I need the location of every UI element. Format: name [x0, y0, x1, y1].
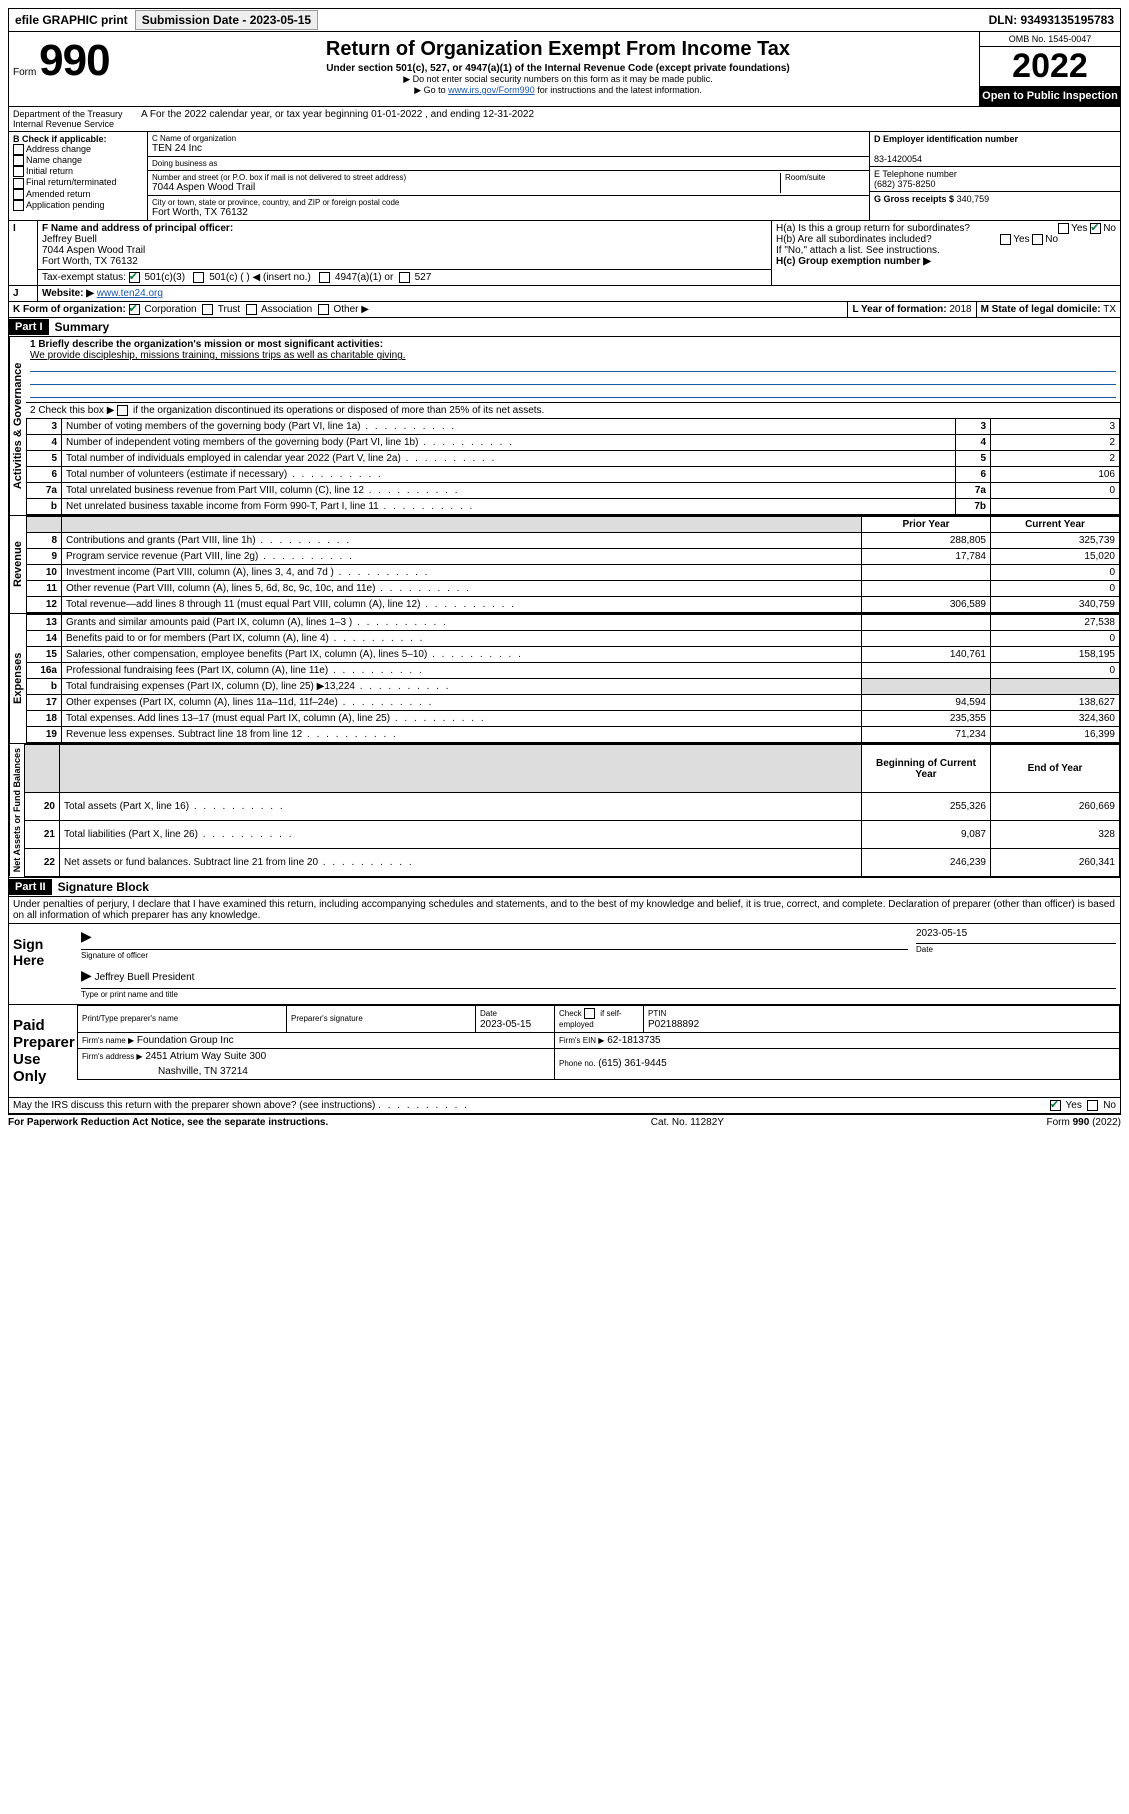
side-expenses: Expenses — [9, 614, 26, 743]
footer-center: Cat. No. 11282Y — [651, 1117, 724, 1128]
website-link[interactable]: www.ten24.org — [97, 288, 163, 299]
note-ssn: ▶ Do not enter social security numbers o… — [145, 74, 971, 85]
sig-date: 2023-05-15 — [916, 928, 967, 939]
cb-self-employed[interactable] — [584, 1008, 595, 1019]
footer: For Paperwork Reduction Act Notice, see … — [8, 1114, 1121, 1128]
arrow-icon: ▶ — [81, 928, 92, 944]
dln-label: DLN: 93493135195783 — [983, 11, 1120, 29]
governance-table: 3Number of voting members of the governi… — [26, 418, 1120, 515]
cb-discuss-no[interactable] — [1087, 1100, 1098, 1111]
part2-header: Part II — [9, 879, 52, 895]
footer-right: Form 990 (2022) — [1047, 1117, 1122, 1128]
h-a: H(a) Is this a group return for subordin… — [776, 223, 1116, 234]
domicile-label: M State of legal domicile: — [981, 304, 1101, 315]
form-number: 990 — [39, 45, 109, 83]
q1-text: We provide discipleship, missions traini… — [30, 350, 406, 361]
paid-preparer-label: Paid Preparer Use Only — [9, 1005, 77, 1097]
side-revenue: Revenue — [9, 516, 26, 613]
part1-title: Summary — [49, 318, 116, 336]
side-activities: Activities & Governance — [9, 337, 26, 515]
gross-label: G Gross receipts $ — [874, 194, 954, 204]
discuss-text: May the IRS discuss this return with the… — [13, 1100, 375, 1111]
tax-exempt-label: Tax-exempt status: — [42, 272, 126, 283]
form-title: Return of Organization Exempt From Incom… — [145, 38, 971, 61]
domicile: TX — [1103, 304, 1116, 315]
arrow-icon: ▶ — [81, 967, 92, 983]
org-name: TEN 24 Inc — [152, 143, 865, 154]
preparer-table: Print/Type preparer's name Preparer's si… — [77, 1005, 1120, 1080]
cb-assoc[interactable] — [246, 304, 257, 315]
q2-text: if the organization discontinued its ope… — [133, 405, 544, 416]
h-note: If "No," attach a list. See instructions… — [776, 245, 1116, 256]
tax-year-line: A For the 2022 calendar year, or tax yea… — [137, 107, 1120, 131]
cb-corp[interactable] — [129, 304, 140, 315]
street-label: Number and street (or P.O. box if mail i… — [152, 173, 780, 182]
row-j-marker: J — [9, 286, 38, 301]
form-header: Form 990 Return of Organization Exempt F… — [8, 32, 1121, 107]
cb-discontinued[interactable] — [117, 405, 128, 416]
cb-discuss-yes[interactable] — [1050, 1100, 1061, 1111]
date-label: Date — [916, 945, 933, 954]
q2-label: 2 Check this box ▶ — [30, 405, 117, 416]
side-net: Net Assets or Fund Balances — [9, 744, 24, 876]
room-label: Room/suite — [785, 173, 865, 182]
h-c: H(c) Group exemption number ▶ — [776, 256, 1116, 267]
officer-street: 7044 Aspen Wood Trail — [42, 245, 145, 256]
dept-treasury: Department of the TreasuryInternal Reven… — [9, 107, 137, 131]
phone-value: (682) 375-8250 — [874, 179, 936, 189]
block-b: B Check if applicable: Address change Na… — [9, 132, 148, 220]
year-formation-label: L Year of formation: — [852, 304, 946, 315]
net-table: Beginning of Current YearEnd of Year20To… — [24, 744, 1120, 876]
city-label: City or town, state or province, country… — [152, 198, 865, 207]
part2-title: Signature Block — [52, 878, 155, 896]
sign-here-label: Sign Here — [9, 924, 77, 1004]
open-inspection: Open to Public Inspection — [980, 86, 1120, 106]
city-value: Fort Worth, TX 76132 — [152, 207, 865, 218]
dba-label: Doing business as — [152, 159, 865, 168]
officer-sig-name: Jeffrey Buell President — [95, 972, 195, 983]
block-f-label: F Name and address of principal officer: — [42, 223, 233, 234]
revenue-table: Prior YearCurrent Year8Contributions and… — [26, 516, 1120, 613]
year-formation: 2018 — [949, 304, 971, 315]
cb-trust[interactable] — [202, 304, 213, 315]
street-value: 7044 Aspen Wood Trail — [152, 182, 780, 193]
ein-label: D Employer identification number — [874, 134, 1018, 144]
cb-501c[interactable] — [193, 272, 204, 283]
irs-link[interactable]: www.irs.gov/Form990 — [448, 85, 535, 95]
footer-left: For Paperwork Reduction Act Notice, see … — [8, 1117, 328, 1128]
note-link: ▶ Go to www.irs.gov/Form990 for instruct… — [145, 85, 971, 96]
cb-501c3[interactable] — [129, 272, 140, 283]
gross-value: 340,759 — [957, 194, 990, 204]
ein-value: 83-1420054 — [874, 154, 922, 164]
cb-4947[interactable] — [319, 272, 330, 283]
org-name-label: C Name of organization — [152, 134, 865, 143]
cb-527[interactable] — [399, 272, 410, 283]
type-name-label: Type or print name and title — [81, 990, 178, 999]
form-word: Form — [13, 67, 36, 78]
form-org-label: K Form of organization: — [13, 304, 126, 315]
q1-label: 1 Briefly describe the organization's mi… — [30, 339, 383, 350]
cb-other[interactable] — [318, 304, 329, 315]
omb-number: OMB No. 1545-0047 — [980, 32, 1120, 47]
h-b: H(b) Are all subordinates included? Yes … — [776, 234, 1116, 245]
efile-label: efile GRAPHIC print — [9, 11, 134, 29]
officer-name: Jeffrey Buell — [42, 234, 97, 245]
submission-date-button[interactable]: Submission Date - 2023-05-15 — [135, 10, 318, 30]
sig-officer-label: Signature of officer — [81, 951, 148, 960]
form-subtitle: Under section 501(c), 527, or 4947(a)(1)… — [145, 63, 971, 74]
penalties-text: Under penalties of perjury, I declare th… — [8, 897, 1121, 924]
expenses-table: 13Grants and similar amounts paid (Part … — [26, 614, 1120, 743]
row-i-marker: I — [9, 221, 38, 285]
phone-label: E Telephone number — [874, 169, 957, 179]
tax-year: 2022 — [980, 47, 1120, 86]
top-bar: efile GRAPHIC print Submission Date - 20… — [8, 8, 1121, 32]
part1-header: Part I — [9, 319, 49, 335]
website-label: Website: ▶ — [42, 288, 94, 299]
entity-block: B Check if applicable: Address change Na… — [8, 132, 1121, 221]
officer-city: Fort Worth, TX 76132 — [42, 256, 138, 267]
